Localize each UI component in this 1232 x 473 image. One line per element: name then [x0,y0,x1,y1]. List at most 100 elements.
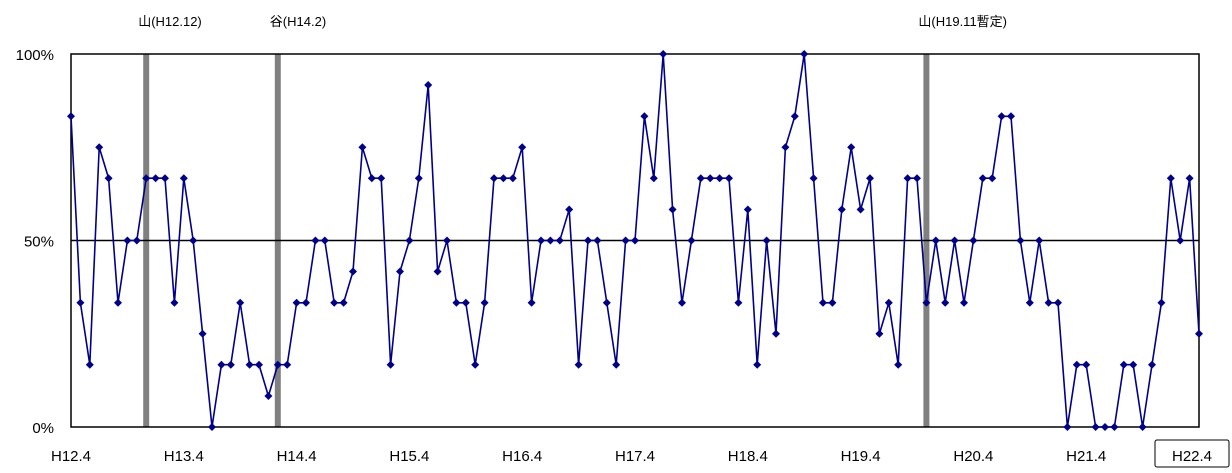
data-point [603,299,611,307]
data-point [734,299,742,307]
data-point [133,237,141,245]
data-point [1073,361,1081,369]
data-point [763,237,771,245]
data-point [170,299,178,307]
data-point [744,206,752,214]
data-point [857,206,865,214]
data-point [499,174,507,182]
x-tick-label: H22.4 [1172,448,1212,465]
data-point [697,174,705,182]
data-point [828,299,836,307]
data-point [1092,423,1100,431]
data-point [1082,361,1090,369]
data-point [998,112,1006,120]
data-point [706,174,714,182]
x-tick-label: H17.4 [615,448,655,465]
data-point [443,237,451,245]
data-point [321,237,329,245]
data-point [612,361,620,369]
reference-line-label: 山(H19.11暫定) [918,14,1007,29]
x-tick-label: H12.4 [51,448,91,465]
data-point [622,237,630,245]
data-point [875,330,883,338]
data-point [368,174,376,182]
data-point [199,330,207,338]
data-point [546,237,554,245]
data-point [349,267,357,275]
data-point [951,237,959,245]
data-point [1139,423,1147,431]
data-point [236,299,244,307]
data-point [452,299,460,307]
data-point [358,143,366,151]
data-point [1120,361,1128,369]
y-tick-label: 50% [24,234,54,251]
data-point [885,299,893,307]
x-tick-label: H21.4 [1066,448,1106,465]
data-point [302,299,310,307]
data-point [932,237,940,245]
data-point [123,237,131,245]
data-point [537,237,545,245]
data-point [152,174,160,182]
data-point [330,299,338,307]
data-point [904,174,912,182]
data-point [669,206,677,214]
data-point [659,50,667,58]
data-point [1063,423,1071,431]
data-point [575,361,583,369]
data-point [847,143,855,151]
data-point [1054,299,1062,307]
data-point [979,174,987,182]
data-point [1186,174,1194,182]
data-point [791,112,799,120]
data-point [114,299,122,307]
data-point [67,112,75,120]
reference-line-label: 谷(H14.2) [270,14,326,29]
data-point [434,267,442,275]
x-tick-label: H18.4 [728,448,768,465]
data-point [105,174,113,182]
data-point [227,361,235,369]
data-point [246,361,254,369]
data-point [1157,299,1165,307]
data-point [800,50,808,58]
data-point [86,361,94,369]
data-point [387,361,395,369]
data-point [593,237,601,245]
data-point [528,299,536,307]
data-point [208,423,216,431]
x-tick-label: H16.4 [502,448,542,465]
data-point [217,361,225,369]
data-point [415,174,423,182]
data-point [180,174,188,182]
data-point [405,237,413,245]
data-point [1045,299,1053,307]
data-point [716,174,724,182]
data-point [753,361,761,369]
data-point [838,206,846,214]
reference-line-label: 山(H12.12) [138,14,202,29]
data-point [1016,237,1024,245]
data-point [1148,361,1156,369]
data-point [424,81,432,89]
data-point [866,174,874,182]
data-point [1129,361,1137,369]
data-point [678,299,686,307]
data-point [584,237,592,245]
data-point [471,361,479,369]
data-point [1026,299,1034,307]
data-point [377,174,385,182]
data-point [311,237,319,245]
data-point [565,206,573,214]
data-point [941,299,949,307]
data-point [340,299,348,307]
x-tick-label: H13.4 [164,448,204,465]
data-point [490,174,498,182]
data-point [293,299,301,307]
data-point [650,174,658,182]
data-point [518,143,526,151]
data-point [810,174,818,182]
